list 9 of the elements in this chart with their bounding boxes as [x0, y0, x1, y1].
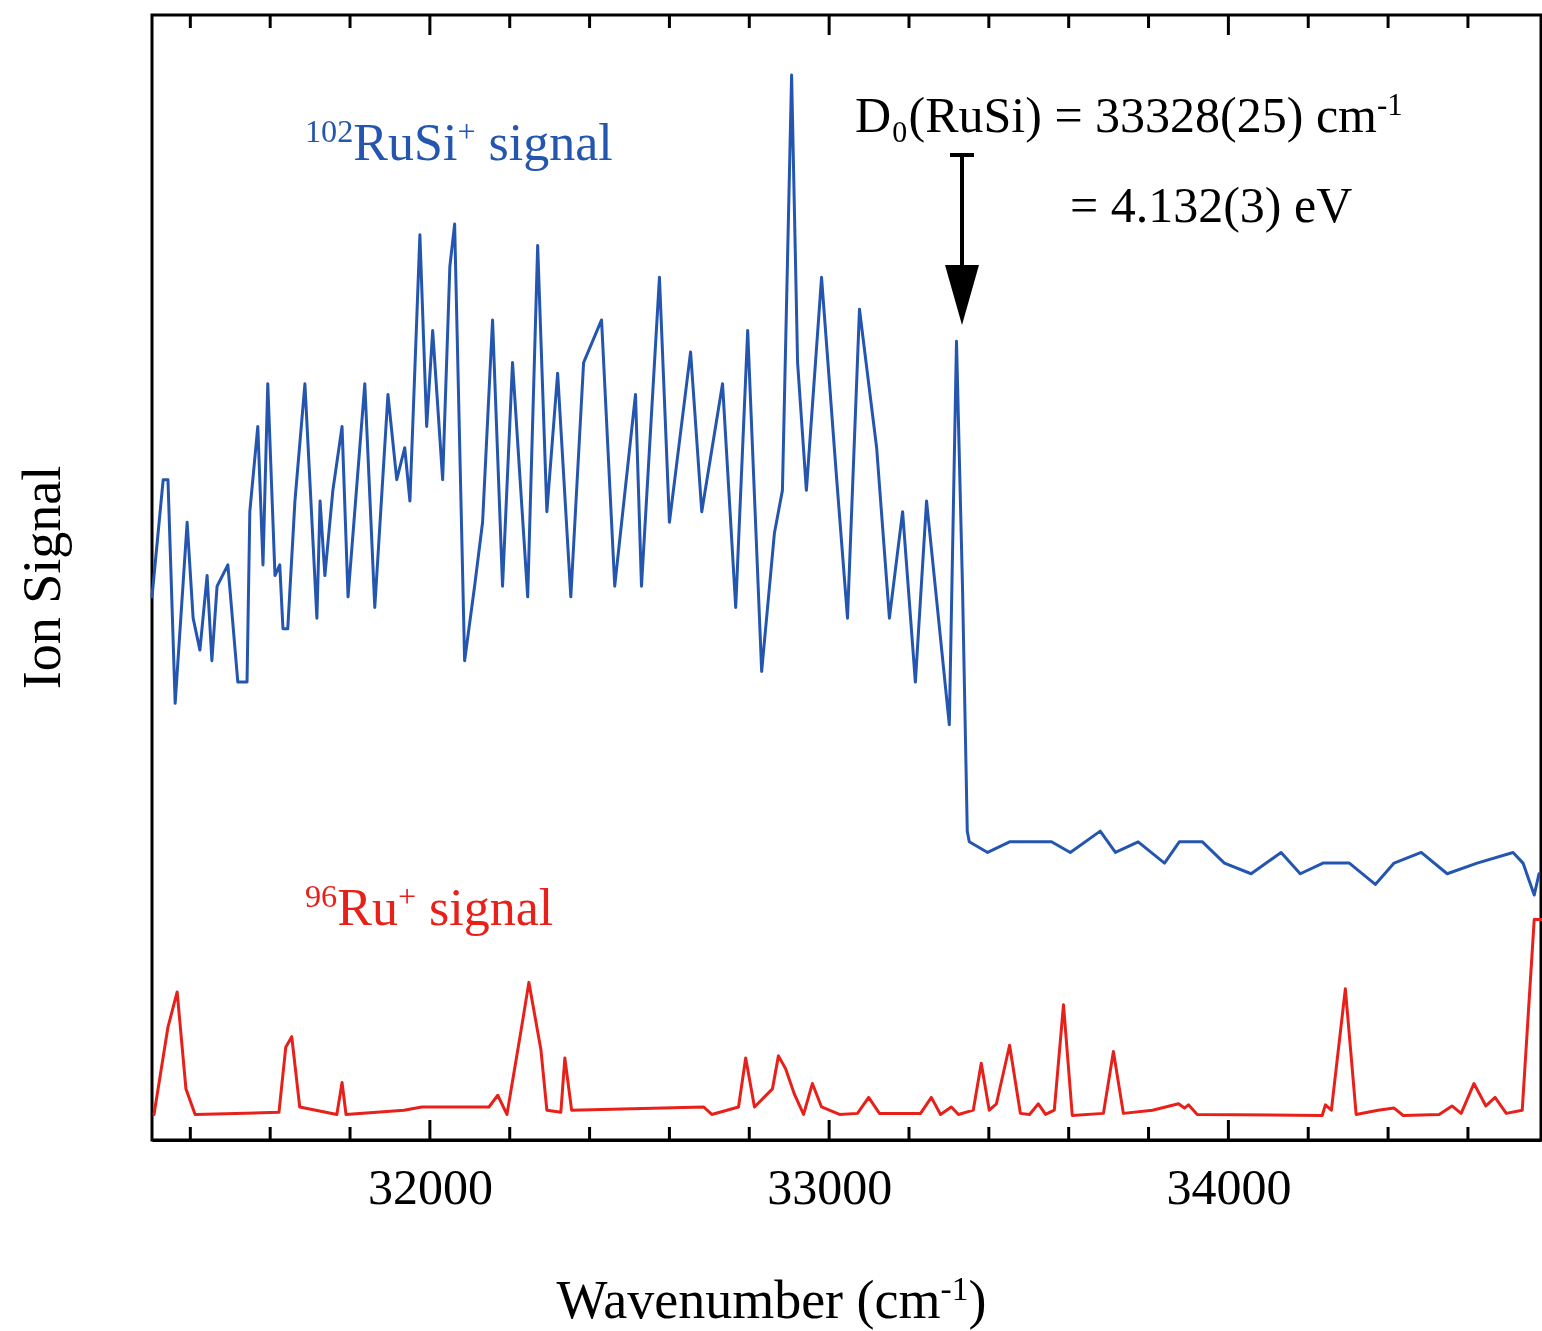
y-axis-title: Ion Signal: [12, 465, 72, 690]
series-label: $^{96}$Ru$^{+}$ signal: [305, 878, 554, 936]
annotation: D₀(RuSi) = 33328(25) cm$^{-1}$: [855, 86, 1403, 143]
x-axis-title: Wavenumber (cm$^{-1}$): [556, 1269, 987, 1330]
annotation: = 4.132(3) eV: [1070, 177, 1353, 233]
x-tick-label: 33000: [767, 1158, 893, 1215]
x-tick-label: 32000: [367, 1158, 493, 1215]
x-tick-label: 34000: [1166, 1158, 1292, 1215]
series-label: $^{102}$RuSi$^{+}$ signal: [305, 113, 613, 171]
